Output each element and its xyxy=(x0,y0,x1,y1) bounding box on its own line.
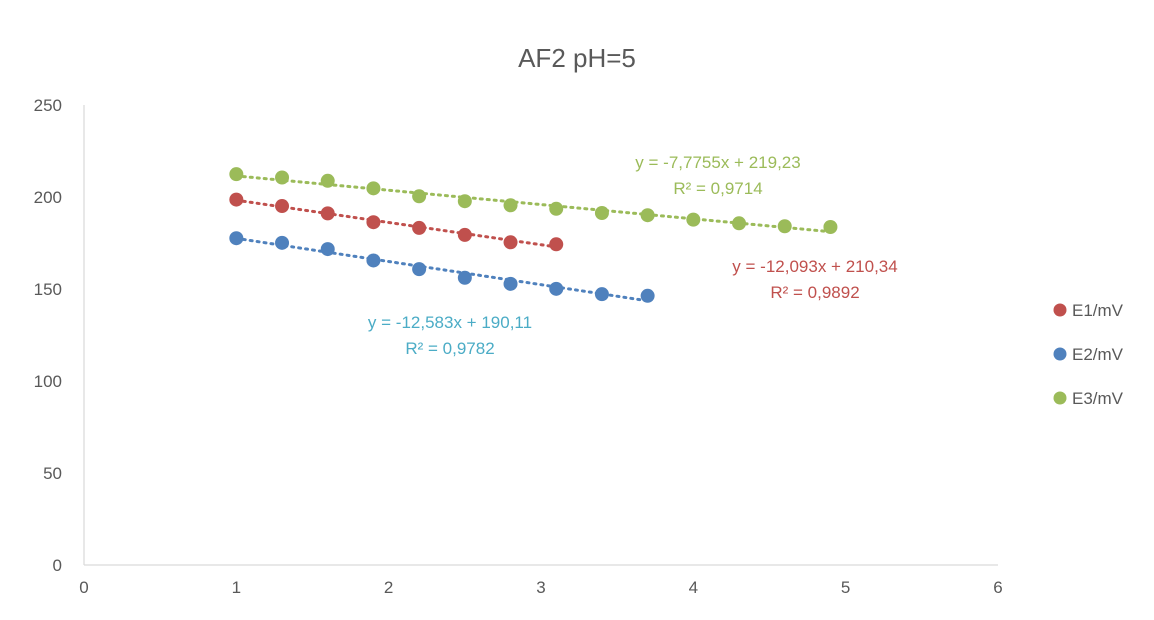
data-point-e2-mv xyxy=(457,270,472,285)
data-point-e3-mv xyxy=(366,181,381,196)
y-tick-label: 50 xyxy=(43,464,62,483)
data-point-e2-mv xyxy=(594,287,609,302)
trendline-e2-mv xyxy=(234,236,650,303)
y-tick-label: 250 xyxy=(34,96,62,115)
x-tick-label: 4 xyxy=(689,578,698,597)
data-point-e1-mv xyxy=(275,199,290,214)
data-point-e2-mv xyxy=(549,281,564,296)
legend-marker-e2-mv xyxy=(1053,347,1067,361)
data-point-e1-mv xyxy=(503,235,518,250)
y-tick-label: 0 xyxy=(53,556,62,575)
legend-label-e3-mv: E3/mV xyxy=(1072,389,1124,408)
axes: 0 1 2 3 4 5 6 0 50 100 150 200 250 xyxy=(34,96,1003,597)
x-tick-label: 0 xyxy=(79,578,88,597)
data-point-e2-mv xyxy=(503,276,518,291)
chart-frame: 0 1 2 3 4 5 6 0 50 100 150 200 250 y = -12,093x + 21… xyxy=(10,10,1144,610)
data-point-e3-mv xyxy=(229,167,244,182)
data-point-e2-mv xyxy=(640,288,655,303)
y-tick-label: 100 xyxy=(34,372,62,391)
trendline-r2-e3-mv: R² = 0,9714 xyxy=(673,179,762,198)
data-point-e1-mv xyxy=(366,215,381,230)
data-point-e2-mv xyxy=(275,235,290,250)
x-tick-label: 5 xyxy=(841,578,850,597)
data-point-e3-mv xyxy=(549,201,564,216)
legend-marker-e1-mv xyxy=(1053,303,1067,317)
data-point-e3-mv xyxy=(777,219,792,234)
data-point-e3-mv xyxy=(594,206,609,221)
data-point-e3-mv xyxy=(457,194,472,209)
data-point-e2-mv xyxy=(412,262,427,277)
trendline-equation-e1-mv: y = -12,093x + 210,34 xyxy=(732,257,897,276)
legend: E1/mV E2/mV E3/mV xyxy=(1053,301,1124,408)
data-point-e1-mv xyxy=(320,206,335,221)
data-point-e3-mv xyxy=(503,198,518,213)
data-point-e3-mv xyxy=(686,212,701,227)
x-tick-label: 6 xyxy=(993,578,1002,597)
data-point-e1-mv xyxy=(457,227,472,242)
data-point-e1-mv xyxy=(549,237,564,252)
data-point-e3-mv xyxy=(320,173,335,188)
data-point-e3-mv xyxy=(640,208,655,223)
trendline-r2-e2-mv: R² = 0,9782 xyxy=(405,339,494,358)
trendline-e3-mv xyxy=(234,174,832,234)
data-point-e3-mv xyxy=(412,189,427,204)
trendline-equation-e2-mv: y = -12,583x + 190,11 xyxy=(368,313,532,332)
legend-label-e2-mv: E2/mV xyxy=(1072,345,1124,364)
data-point-e1-mv xyxy=(229,192,244,207)
trendline-equation-e3-mv: y = -7,7755x + 219,23 xyxy=(635,153,800,172)
y-tick-label: 200 xyxy=(34,188,62,207)
x-tick-label: 1 xyxy=(232,578,241,597)
legend-marker-e3-mv xyxy=(1053,391,1067,405)
data-point-e2-mv xyxy=(320,242,335,257)
trendline-r2-e1-mv: R² = 0,9892 xyxy=(770,283,859,302)
data-point-e2-mv xyxy=(366,253,381,268)
data-point-e3-mv xyxy=(275,170,290,185)
x-tick-label: 2 xyxy=(384,578,393,597)
data-point-e3-mv xyxy=(732,216,747,231)
trendline-e1-mv xyxy=(234,198,558,249)
scatter-chart: 0 1 2 3 4 5 6 0 50 100 150 200 250 y = -12,093x + 21… xyxy=(34,43,1124,597)
data-point-e3-mv xyxy=(823,219,838,234)
x-tick-label: 3 xyxy=(536,578,545,597)
equation-labels: y = -12,093x + 210,34 R² = 0,9892 y = -12,… xyxy=(368,153,898,358)
data-point-e1-mv xyxy=(412,220,427,235)
data-point-e2-mv xyxy=(229,231,244,246)
legend-label-e1-mv: E1/mV xyxy=(1072,301,1124,320)
data-points xyxy=(229,167,838,303)
y-tick-label: 150 xyxy=(34,280,62,299)
chart-title: AF2 pH=5 xyxy=(518,43,636,73)
trendlines xyxy=(234,174,832,303)
